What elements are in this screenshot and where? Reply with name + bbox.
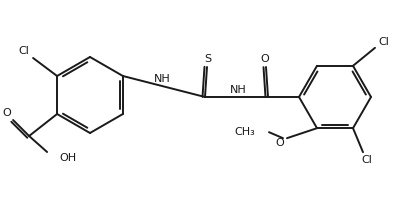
Text: O: O [3,108,11,118]
Text: Cl: Cl [377,37,388,47]
Text: Cl: Cl [19,46,30,56]
Text: CH₃: CH₃ [234,127,254,137]
Text: NH: NH [153,74,170,85]
Text: NH: NH [230,85,246,95]
Text: O: O [275,138,283,148]
Text: S: S [204,54,211,64]
Text: OH: OH [59,153,76,163]
Text: Cl: Cl [361,155,371,165]
Text: O: O [260,54,269,64]
